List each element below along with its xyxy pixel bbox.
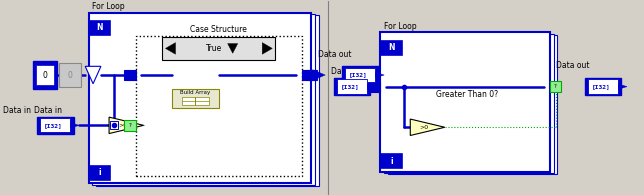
Bar [90,21,110,35]
Bar [381,32,550,172]
Text: Data in: Data in [331,67,359,76]
Bar [381,154,402,168]
Bar [334,78,370,95]
Text: [I32]: [I32] [44,123,63,128]
Text: For Loop: For Loop [384,21,416,31]
Bar [41,118,70,132]
Bar [342,66,379,84]
Polygon shape [313,70,325,80]
Polygon shape [618,84,627,89]
Text: [I32]: [I32] [341,84,360,89]
Polygon shape [109,117,144,134]
Bar [110,121,118,129]
Bar [384,34,554,173]
Text: Data out: Data out [317,50,351,58]
Polygon shape [375,72,384,78]
Bar [96,15,319,186]
Bar [59,63,80,87]
Bar [550,81,561,92]
Bar [162,37,276,59]
Text: Data out: Data out [556,61,590,70]
Bar [345,68,375,82]
Text: True: True [205,44,222,53]
Text: Greater Than 0?: Greater Than 0? [436,90,498,99]
Bar [172,89,219,108]
Text: N: N [97,23,103,32]
Text: Data in: Data in [3,106,31,115]
Bar [195,97,209,105]
Bar [36,65,53,85]
Bar [585,78,621,95]
Bar [37,117,73,134]
Text: >0: >0 [419,125,428,130]
Polygon shape [85,66,101,84]
Bar [369,81,381,92]
Polygon shape [166,43,176,54]
Bar [136,36,302,176]
Bar [302,70,314,80]
Text: For Loop: For Loop [92,2,124,11]
Bar [33,61,57,89]
Polygon shape [262,43,272,54]
Text: i: i [390,157,393,166]
Text: [I32]: [I32] [592,84,611,89]
Bar [337,80,367,94]
Bar [182,97,195,105]
Bar [124,70,136,80]
Polygon shape [228,43,238,53]
Bar [124,120,136,131]
Text: ?: ? [129,123,131,128]
Bar [388,35,558,174]
Text: i: i [99,168,101,177]
Text: 0: 0 [43,71,47,80]
Text: [I32]: [I32] [349,73,368,78]
Bar [93,14,315,184]
Bar [89,13,312,183]
Text: ?: ? [554,84,557,89]
Bar [90,166,110,180]
Text: Data in: Data in [34,106,62,115]
Bar [306,70,317,80]
Polygon shape [410,119,445,136]
Text: Build Array: Build Array [180,90,211,95]
Text: 0: 0 [68,71,72,80]
Text: >0: >0 [118,123,127,128]
Bar [381,41,402,55]
Text: Case Structure: Case Structure [191,25,247,34]
Text: N: N [388,43,395,52]
Polygon shape [70,123,79,128]
Bar [588,80,618,94]
Polygon shape [367,84,376,89]
